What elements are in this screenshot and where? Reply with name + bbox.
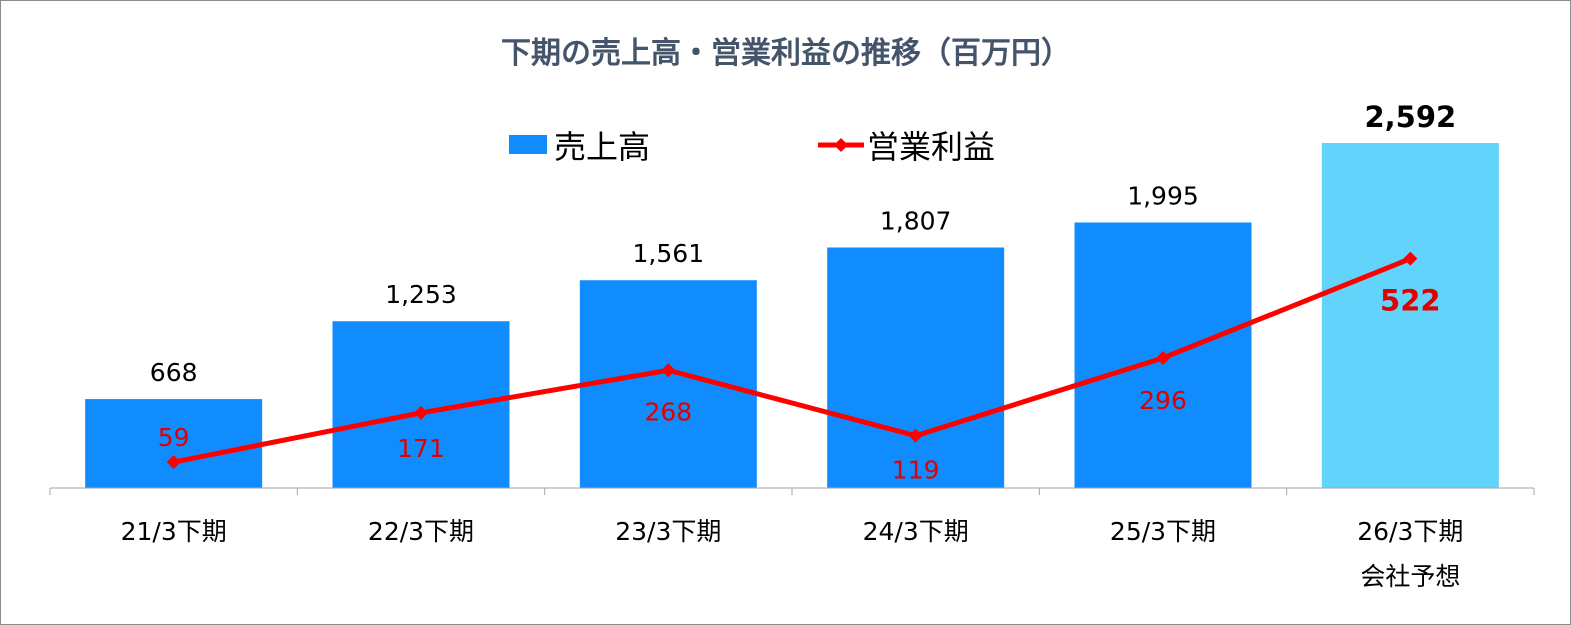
bar-label-sales-6: 2,592	[1364, 100, 1456, 134]
bar-label-sales-5: 1,995	[1127, 181, 1199, 210]
line-label-operating-profit-4: 119	[892, 456, 940, 485]
bar-label-sales-1: 668	[150, 358, 198, 387]
x-tick-label-3: 23/3下期	[615, 517, 721, 546]
x-tick-label-4: 24/3下期	[863, 517, 969, 546]
line-label-operating-profit-5: 296	[1139, 386, 1187, 415]
legend-marker-operating-profit	[834, 138, 848, 152]
bar-label-sales-3: 1,561	[633, 239, 705, 268]
x-tick-label-5: 25/3下期	[1110, 517, 1216, 546]
legend-label-operating-profit: 営業利益	[867, 128, 995, 166]
x-tick-label-2: 22/3下期	[368, 517, 474, 546]
line-marker-operating-profit-5	[1156, 350, 1170, 365]
line-marker-operating-profit-6	[1403, 251, 1418, 266]
line-data-labels: 59 171 268 119 296 522	[158, 284, 1441, 485]
line-label-operating-profit-6: 522	[1380, 284, 1441, 318]
x-axis-ticks	[49, 488, 1535, 495]
line-marker-operating-profit-4	[908, 428, 923, 443]
x-tick-sublabel-6: 会社予想	[1360, 562, 1460, 591]
x-tick-label-1: 21/3下期	[121, 517, 227, 546]
legend-label-sales: 売上高	[554, 128, 650, 166]
line-label-operating-profit-3: 268	[644, 397, 692, 426]
bar-sales-1	[85, 399, 263, 488]
chart-legend: 売上高 営業利益	[509, 128, 995, 166]
bar-sales-4	[827, 247, 1005, 488]
x-tick-label-6: 26/3下期	[1357, 517, 1463, 546]
line-marker-operating-profit-2	[414, 405, 428, 420]
line-operating-profit	[173, 256, 1412, 465]
line-label-operating-profit-2: 171	[397, 434, 445, 463]
bar-data-labels: 668 1,253 1,561 1,807 1,995 2,592	[150, 100, 1456, 387]
bar-sales-6	[1321, 143, 1499, 488]
line-series-operating-profit	[166, 251, 1418, 470]
line-marker-operating-profit-3	[661, 363, 676, 378]
bar-label-sales-4: 1,807	[880, 206, 952, 235]
line-label-operating-profit-1: 59	[158, 423, 190, 452]
bar-label-sales-2: 1,253	[385, 280, 457, 309]
line-marker-operating-profit-1	[166, 455, 181, 470]
chart-title: 下期の売上高・営業利益の推移（百万円）	[501, 36, 1071, 71]
legend-swatch-sales	[509, 135, 547, 154]
bar-series-sales	[85, 143, 1499, 488]
